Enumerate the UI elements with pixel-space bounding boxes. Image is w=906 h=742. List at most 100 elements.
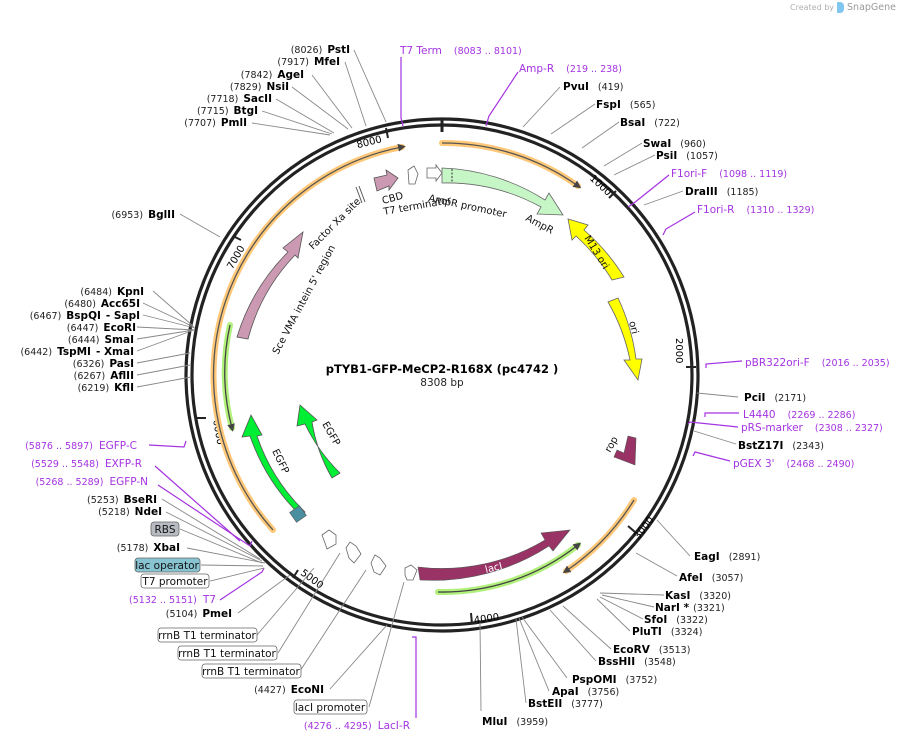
feature-cbd[interactable] xyxy=(373,169,399,192)
primer-exfp-r[interactable]: (5529 .. 5548) EXFP-R xyxy=(31,458,142,470)
enzyme-kpnI[interactable]: (6484) KpnI xyxy=(80,286,144,298)
primer-egfp-n[interactable]: (5268 .. 5289) EGFP-N xyxy=(36,476,148,488)
boxed-feature-labels: RBS lac operator T7 promoter rrnB T1 ter… xyxy=(134,521,405,715)
feature-laci[interactable] xyxy=(417,529,571,581)
enzyme-ecoRV[interactable]: EcoRV (3513) xyxy=(613,644,690,656)
enzyme-pasI[interactable]: (6326) PasI xyxy=(73,358,134,370)
feature-ori[interactable] xyxy=(607,297,643,382)
enzyme-btgI[interactable]: (7715) BtgI xyxy=(197,105,258,117)
features xyxy=(236,163,643,581)
enzyme-pciI[interactable]: PciI (2171) xyxy=(744,392,806,404)
primer-pgex-3[interactable]: pGEX 3' (2468 .. 2490) xyxy=(733,458,854,470)
primer-egfp-c[interactable]: (5876 .. 5897) EGFP-C xyxy=(25,440,137,452)
primer-laci-r[interactable]: (4276 .. 4295) LacI-R xyxy=(304,720,410,732)
primer-l4440[interactable]: L4440 (2269 .. 2286) xyxy=(743,409,855,421)
svg-text:lacI promoter: lacI promoter xyxy=(295,702,366,714)
enzyme-pmlI[interactable]: (7707) PmlI xyxy=(184,117,247,129)
enzyme-tspMI[interactable]: (6442) TspMI - XmaI xyxy=(20,346,134,358)
primer-leaders xyxy=(148,57,743,718)
label-ampr: AmpR xyxy=(524,213,556,237)
enzyme-aflII[interactable]: (6267) AflII xyxy=(74,370,134,382)
enzyme-kflI[interactable]: (6219) KflI xyxy=(78,382,134,394)
boxed-feature-rrnb-t1-terminator-3[interactable]: rrnB T1 terminator xyxy=(201,663,302,679)
primer-t7[interactable]: (5132 .. 5151) T7 xyxy=(129,594,216,606)
enzyme-sacII[interactable]: (7718) SacII xyxy=(207,93,272,105)
feature-ampr-promoter-arrow[interactable] xyxy=(426,163,443,183)
boxed-feature-lac-operator[interactable]: lac operator xyxy=(134,557,201,573)
svg-text:rrnB T1 terminator: rrnB T1 terminator xyxy=(178,648,276,660)
boxed-feature-laci-promoter[interactable]: lacI promoter xyxy=(293,699,368,715)
boxed-feature-rrnb-t1-terminator-1[interactable]: rrnB T1 terminator xyxy=(157,627,258,643)
enzyme-bstEII[interactable]: BstEII (3777) xyxy=(528,698,603,710)
enzyme-nsiI[interactable]: (7829) NsiI xyxy=(230,81,289,93)
feature-ampr[interactable] xyxy=(441,167,564,216)
label-ori: ori xyxy=(626,320,640,335)
feature-egfp-1[interactable] xyxy=(241,414,306,517)
svg-text:T7 promoter: T7 promoter xyxy=(141,576,208,588)
enzyme-bseRI[interactable]: (5253) BseRI xyxy=(87,494,157,506)
plasmid-length: 8308 bp xyxy=(420,377,464,389)
tick-3000: 3000 xyxy=(632,515,656,542)
boxed-feature-rrnb-t1-terminator-2[interactable]: rrnB T1 terminator xyxy=(177,645,278,661)
svg-text:rrnB T1 terminator: rrnB T1 terminator xyxy=(202,666,300,678)
feature-laci-promoter-arrow[interactable] xyxy=(404,564,418,581)
enzyme-pluTI[interactable]: PluTI (3324) xyxy=(632,626,702,638)
enzyme-draIII[interactable]: DraIII (1185) xyxy=(685,186,758,198)
feature-egfp-2[interactable] xyxy=(296,404,341,479)
enzyme-bstZ17I[interactable]: BstZ17I (2343) xyxy=(738,440,824,452)
svg-text:RBS: RBS xyxy=(155,524,176,536)
enzyme-apaI[interactable]: ApaI (3756) xyxy=(552,686,619,698)
enzyme-psiI[interactable]: PsiI (1057) xyxy=(656,150,718,162)
enzyme-mluI[interactable]: MluI (3959) xyxy=(482,716,548,728)
primer-f1ori-f[interactable]: F1ori-F (1098 .. 1119) xyxy=(671,168,787,180)
primer-pbr322ori-f[interactable]: pBR322ori-F (2016 .. 2035) xyxy=(745,357,890,369)
enzyme-bspQI[interactable]: (6467) BspQI - SapI xyxy=(30,310,140,322)
feature-t7-terminator[interactable] xyxy=(407,165,419,185)
enzyme-kasI[interactable]: KasI (3320) xyxy=(665,590,731,602)
feature-m13-ori[interactable] xyxy=(567,218,625,281)
feature-rop[interactable] xyxy=(613,435,637,466)
primer-t7-term[interactable]: T7 Term (8083 .. 8101) xyxy=(399,45,522,57)
enzyme-sfoI[interactable]: SfoI (3322) xyxy=(644,614,708,626)
boxed-feature-t7-promoter[interactable]: T7 promoter xyxy=(140,573,210,589)
enzyme-ecoRI[interactable]: (6447) EcoRI xyxy=(67,322,136,334)
enzyme-mfeI[interactable]: (7917) MfeI xyxy=(277,56,340,68)
feature-rrnb-t1-arrow-2[interactable] xyxy=(345,541,362,564)
plasmid-title: pTYB1-GFP-MeCP2-R168X (pc4742 ) xyxy=(326,362,558,376)
tick-4000: 4000 xyxy=(473,612,500,626)
svg-text:rrnB T1 terminator: rrnB T1 terminator xyxy=(158,630,256,642)
enzyme-bsaI[interactable]: BsaI (722) xyxy=(620,117,680,129)
enzyme-labels: (8026) PstI (7917) MfeI (7842) AgeI (7829) N… xyxy=(20,44,824,728)
primer-amp-r[interactable]: Amp-R (219 .. 238) xyxy=(519,63,622,75)
feature-sce-vma-intein[interactable] xyxy=(236,231,304,340)
boxed-feature-rbs[interactable]: RBS xyxy=(150,521,180,537)
enzyme-pvuI[interactable]: PvuI (419) xyxy=(563,81,623,93)
enzyme-bglII[interactable]: (6953) BglII xyxy=(111,209,175,221)
snapgene-logo-icon xyxy=(837,2,845,13)
tick-1000: 1000 xyxy=(587,173,613,198)
enzyme-ageI[interactable]: (7842) AgeI xyxy=(241,69,304,81)
feature-rrnb-t1-arrow-1[interactable] xyxy=(370,554,387,576)
enzyme-pspOMI[interactable]: PspOMI (3752) xyxy=(572,674,657,686)
primer-prs-marker[interactable]: pRS-marker (2308 .. 2327) xyxy=(741,422,883,434)
enzyme-eagI[interactable]: EagI (2891) xyxy=(694,551,760,563)
enzyme-ndeI[interactable]: (5218) NdeI xyxy=(98,506,162,518)
enzyme-pmeI[interactable]: (5104) PmeI xyxy=(166,608,232,620)
enzyme-afeI[interactable]: AfeI (3057) xyxy=(679,572,743,584)
enzyme-pstI[interactable]: (8026) PstI xyxy=(291,44,350,56)
enzyme-smaI[interactable]: (6444) SmaI xyxy=(68,334,134,346)
feature-rrnb-t1-arrow-3[interactable] xyxy=(321,529,337,550)
enzyme-swaI[interactable]: SwaI (960) xyxy=(643,138,706,150)
enzyme-ecoNI[interactable]: (4427) EcoNI xyxy=(254,684,324,696)
enzyme-acc65I[interactable]: (6480) Acc65I xyxy=(64,298,140,310)
enzyme-xbaI[interactable]: (5178) XbaI xyxy=(117,542,180,554)
enzyme-narI[interactable]: NarI * (3321) xyxy=(655,602,725,614)
enzyme-fspI[interactable]: FspI (565) xyxy=(596,99,655,111)
label-factor-xa-site: Factor Xa site xyxy=(307,196,363,252)
orf-arcs xyxy=(210,139,637,596)
enzyme-bssHII[interactable]: BssHII (3548) xyxy=(598,656,676,668)
tick-8000: 8000 xyxy=(356,134,383,151)
primer-f1ori-r[interactable]: F1ori-R (1310 .. 1329) xyxy=(697,204,814,216)
tick-2000: 2000 xyxy=(673,338,684,363)
